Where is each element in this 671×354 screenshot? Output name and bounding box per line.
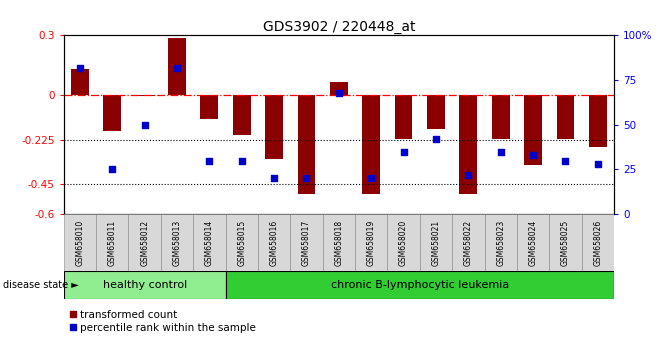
- Bar: [452, 214, 484, 271]
- Text: GSM658018: GSM658018: [334, 219, 344, 266]
- Bar: [161, 214, 193, 271]
- Bar: [460, 95, 477, 194]
- Point: [204, 158, 215, 164]
- Bar: [136, 95, 154, 96]
- Bar: [225, 214, 258, 271]
- Point: [495, 149, 506, 154]
- Text: GSM658020: GSM658020: [399, 219, 408, 266]
- Text: GSM658015: GSM658015: [238, 219, 246, 266]
- Bar: [387, 214, 420, 271]
- Text: GSM658023: GSM658023: [496, 219, 505, 266]
- Point: [398, 149, 409, 154]
- Point: [172, 65, 183, 70]
- Title: GDS3902 / 220448_at: GDS3902 / 220448_at: [262, 21, 415, 34]
- Point: [366, 176, 376, 181]
- Text: GSM658026: GSM658026: [593, 219, 603, 266]
- Bar: [517, 214, 550, 271]
- Point: [107, 167, 117, 172]
- Legend: transformed count, percentile rank within the sample: transformed count, percentile rank withi…: [69, 310, 256, 333]
- Bar: [323, 214, 355, 271]
- Point: [74, 65, 85, 70]
- Text: GSM658022: GSM658022: [464, 219, 473, 266]
- Bar: [96, 214, 128, 271]
- Bar: [128, 214, 161, 271]
- Bar: [589, 95, 607, 147]
- Bar: [492, 95, 509, 139]
- Point: [527, 152, 538, 158]
- Bar: [524, 95, 542, 165]
- Point: [333, 90, 344, 96]
- Text: GSM658012: GSM658012: [140, 219, 149, 266]
- Point: [431, 136, 442, 142]
- Text: GSM658025: GSM658025: [561, 219, 570, 266]
- Bar: [233, 95, 251, 135]
- Text: GSM658024: GSM658024: [529, 219, 537, 266]
- Text: GSM658013: GSM658013: [172, 219, 182, 266]
- Bar: [64, 271, 225, 299]
- Bar: [225, 271, 614, 299]
- Text: GSM658014: GSM658014: [205, 219, 214, 266]
- Point: [236, 158, 247, 164]
- Bar: [550, 214, 582, 271]
- Text: GSM658010: GSM658010: [75, 219, 85, 266]
- Bar: [291, 214, 323, 271]
- Bar: [265, 95, 283, 159]
- Text: chronic B-lymphocytic leukemia: chronic B-lymphocytic leukemia: [331, 280, 509, 290]
- Point: [592, 161, 603, 167]
- Text: GSM658016: GSM658016: [270, 219, 278, 266]
- Text: GSM658011: GSM658011: [108, 219, 117, 266]
- Text: GSM658021: GSM658021: [431, 219, 440, 266]
- Bar: [103, 95, 121, 131]
- Bar: [201, 95, 218, 119]
- Point: [560, 158, 571, 164]
- Bar: [71, 69, 89, 95]
- Bar: [556, 95, 574, 139]
- Bar: [427, 95, 445, 129]
- Bar: [168, 38, 186, 95]
- Text: GSM658017: GSM658017: [302, 219, 311, 266]
- Point: [269, 176, 280, 181]
- Bar: [193, 214, 225, 271]
- Text: GSM658019: GSM658019: [367, 219, 376, 266]
- Bar: [298, 95, 315, 194]
- Bar: [362, 95, 380, 194]
- Bar: [420, 214, 452, 271]
- Bar: [484, 214, 517, 271]
- Point: [301, 176, 312, 181]
- Text: disease state ►: disease state ►: [3, 280, 79, 290]
- Bar: [64, 214, 96, 271]
- Bar: [582, 214, 614, 271]
- Point: [140, 122, 150, 128]
- Bar: [330, 82, 348, 95]
- Bar: [258, 214, 291, 271]
- Bar: [395, 95, 413, 139]
- Bar: [355, 214, 387, 271]
- Point: [463, 172, 474, 178]
- Text: healthy control: healthy control: [103, 280, 187, 290]
